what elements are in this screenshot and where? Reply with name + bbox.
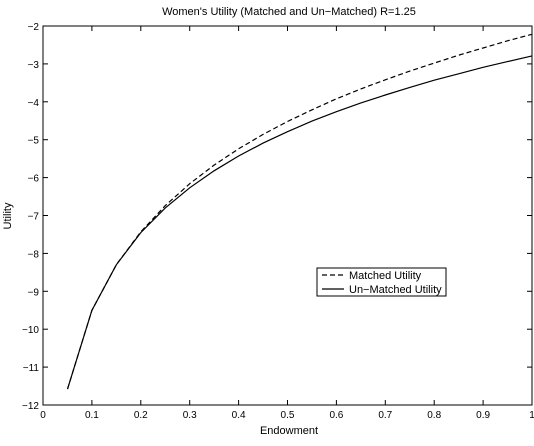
- y-tick-label: −5: [28, 136, 40, 147]
- x-axis-label: Endowment: [260, 425, 318, 437]
- x-tick-label: 0.5: [281, 410, 295, 421]
- y-tick-label: −10: [22, 325, 39, 336]
- series-layer: [66, 33, 533, 390]
- y-tick-label: −12: [22, 401, 39, 412]
- x-tick-label: 0.1: [85, 410, 99, 421]
- legend-label-matched: Matched Utility: [349, 270, 422, 282]
- y-axis-label: Utility: [2, 202, 14, 229]
- legend-box: [316, 267, 447, 297]
- y-tick-label: −6: [28, 174, 40, 185]
- y-tick-label: −7: [28, 212, 40, 223]
- y-tick-label: −9: [28, 287, 40, 298]
- x-tick-label: 0.7: [378, 410, 392, 421]
- legend-label-unmatched: Un−Matched Utility: [349, 284, 442, 296]
- x-tick-label: 0.6: [329, 410, 343, 421]
- x-tick-label: 0.4: [232, 410, 246, 421]
- series-line-unmatched: [66, 55, 533, 390]
- y-tick-label: −3: [28, 60, 40, 71]
- plot-area: [42, 25, 533, 406]
- x-tick-label: 0: [40, 410, 46, 421]
- x-tick-label: 0.2: [134, 410, 148, 421]
- series-line-matched: [66, 33, 533, 390]
- y-tick-label: −8: [28, 249, 40, 260]
- y-tick-label: −11: [23, 363, 40, 374]
- chart-title: Women's Utility (Matched and Un−Matched)…: [162, 6, 416, 18]
- x-tick-label: 0.3: [183, 410, 197, 421]
- y-tick-label: −2: [28, 22, 40, 33]
- x-tick-label: 0.9: [476, 410, 490, 421]
- ticks-layer: 0 0.1 0.2 0.3 0.4 0.5 0.6 0.7 0.8 0.9 1 −12 −11 −10 −9…: [22, 22, 534, 421]
- y-tick-label: −4: [28, 98, 40, 109]
- x-tick-label: 1: [529, 410, 534, 421]
- x-tick-label: 0.8: [427, 410, 441, 421]
- legend: Matched Utility Un−Matched Utility: [316, 267, 447, 297]
